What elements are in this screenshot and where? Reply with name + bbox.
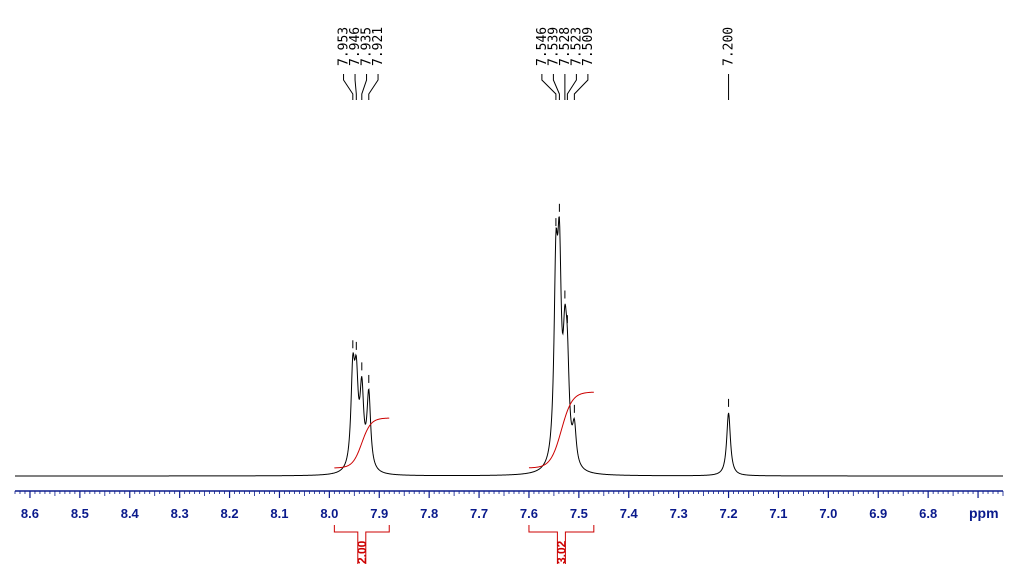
peak-label: 7.528 — [558, 27, 573, 66]
peak-label: 7.921 — [371, 27, 386, 66]
x-tick-label: 8.0 — [320, 506, 338, 521]
peak-leader-line — [566, 74, 577, 100]
x-axis-unit-label: ppm — [969, 505, 999, 521]
peak-label: 7.953 — [337, 27, 352, 66]
x-tick-label: 7.1 — [769, 506, 787, 521]
x-tick-label: 8.6 — [21, 506, 39, 521]
peak-leader-line — [354, 74, 357, 100]
peak-label: 7.946 — [348, 27, 363, 66]
x-tick-label: 7.2 — [720, 506, 738, 521]
peak-label: 7.509 — [581, 27, 596, 66]
x-tick-label: 8.3 — [171, 506, 189, 521]
integral-bracket — [333, 525, 390, 564]
peak-leader-line — [573, 74, 589, 100]
peak-leader-line — [343, 74, 354, 100]
integral-value: 3.02 — [554, 540, 568, 564]
x-tick-label: 7.8 — [420, 506, 438, 521]
integral-group: 2.00 3.02 — [333, 391, 595, 564]
peak-leader-line — [361, 74, 368, 100]
x-tick-label: 7.0 — [819, 506, 837, 521]
x-tick-label: 6.9 — [869, 506, 887, 521]
spectrum-line — [15, 216, 1003, 477]
x-axis: 8.6 8.5 8.4 8.3 8.2 8.1 8.0 7.9 7.8 7.7 7.6 7.5 7.4 7… — [14, 490, 1004, 521]
peak-label: 7.523 — [569, 27, 584, 66]
peak-label: 7.539 — [546, 27, 561, 66]
x-tick-label: 8.4 — [121, 506, 140, 521]
x-tick-label: 7.9 — [370, 506, 388, 521]
x-tick-label: 7.4 — [620, 506, 639, 521]
peak-label: 7.935 — [360, 27, 375, 66]
integral-curve — [334, 417, 390, 469]
peak-leader-line — [541, 74, 557, 100]
x-tick-label: 7.5 — [570, 506, 588, 521]
peak-leader-line — [368, 74, 379, 100]
x-tick-label: 8.2 — [221, 506, 239, 521]
x-tick-label: 7.7 — [470, 506, 488, 521]
peak-label: 7.546 — [535, 27, 550, 66]
x-tick-label: 6.8 — [919, 506, 937, 521]
x-tick-label: 8.5 — [71, 506, 89, 521]
integral-value: 2.00 — [355, 540, 369, 564]
integral-curve — [528, 391, 594, 469]
spectrum-group — [15, 203, 1003, 477]
peak-leader-line — [552, 74, 560, 100]
x-tick-label: 8.1 — [270, 506, 288, 521]
x-tick-label: 7.3 — [670, 506, 688, 521]
integral-bracket — [528, 525, 595, 564]
peak-label: 7.200 — [722, 27, 737, 66]
x-tick-label: 7.6 — [520, 506, 538, 521]
